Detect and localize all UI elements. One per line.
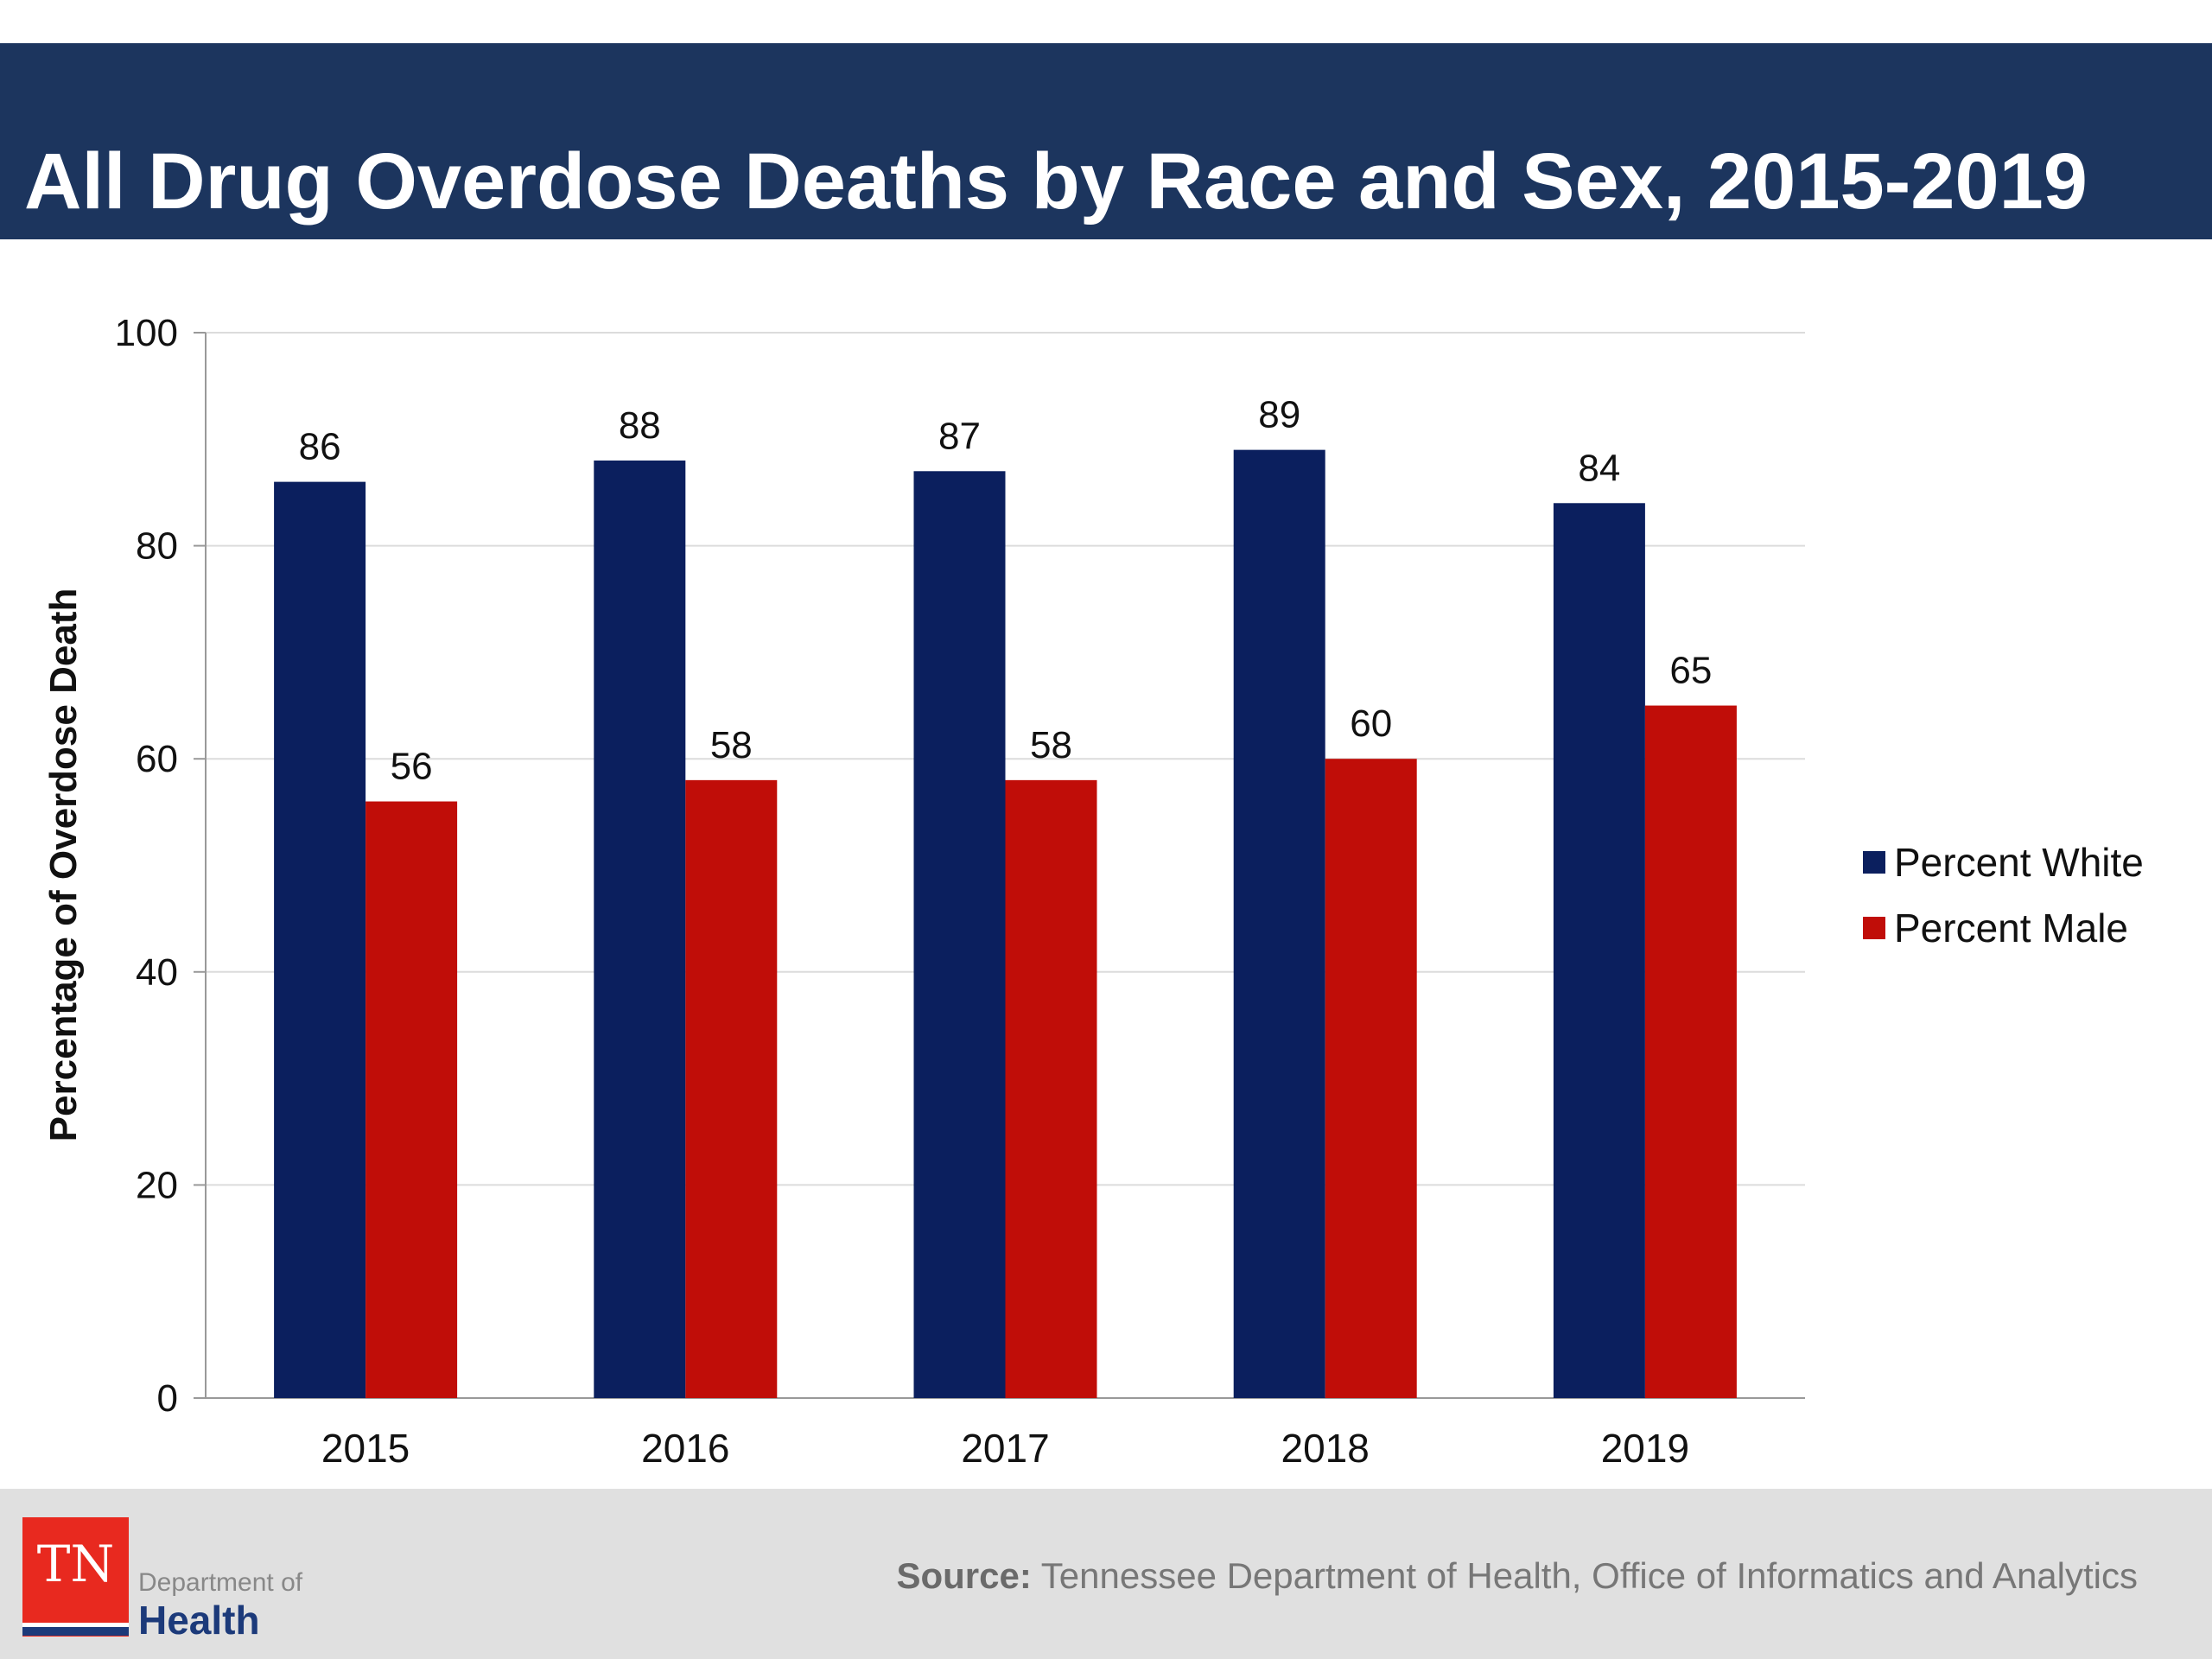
source-label: Source: (896, 1555, 1032, 1596)
legend-label: Percent White (1894, 840, 2144, 885)
logo-mark: TN (36, 1535, 115, 1593)
logo-department-text: Department of (138, 1568, 303, 1597)
data-label: 89 (1258, 394, 1300, 436)
footer (0, 1489, 2212, 1659)
x-tick-label: 2016 (641, 1426, 729, 1471)
x-tick-label: 2018 (1281, 1426, 1370, 1471)
source-text: Tennessee Department of Health, Office o… (1040, 1555, 2138, 1596)
bar-percent-male (1005, 779, 1097, 1398)
page-title: All Drug Overdose Deaths by Race and Sex… (24, 137, 2088, 226)
bar-percent-white (1553, 503, 1645, 1398)
x-tick-label: 2015 (321, 1426, 410, 1471)
logo-health-text: Health (138, 1598, 260, 1643)
data-label: 84 (1578, 447, 1620, 489)
data-label: 88 (619, 404, 661, 447)
bar-percent-white (594, 460, 686, 1399)
logo-stripe (22, 1627, 129, 1636)
data-label: 65 (1669, 650, 1712, 692)
bar-percent-white (913, 471, 1006, 1398)
data-label: 87 (938, 415, 981, 457)
legend-swatch (1863, 917, 1885, 939)
legend-swatch (1863, 851, 1885, 874)
logo-stripe (22, 1623, 129, 1627)
y-tick-label: 0 (157, 1377, 178, 1420)
bar-percent-male (1644, 705, 1737, 1398)
tn-logo (22, 1517, 129, 1637)
bar-chart: 0 20 40 60 80 100 2015 86 56 2016 88 58 2017 87 58 2018… (42, 312, 2144, 1471)
data-label: 58 (710, 724, 753, 766)
bar-percent-white (274, 481, 366, 1398)
bar-percent-male (1325, 759, 1417, 1398)
y-tick-label: 20 (136, 1164, 178, 1206)
source-note: Source: Tennessee Department of Health, … (896, 1555, 2138, 1597)
y-tick-label: 100 (115, 312, 178, 354)
data-label: 86 (299, 426, 341, 468)
x-tick-label: 2019 (1601, 1426, 1689, 1471)
bar-percent-white (1233, 449, 1325, 1398)
legend-label: Percent Male (1894, 906, 2128, 950)
data-label: 58 (1030, 724, 1072, 766)
y-tick-label: 40 (136, 951, 178, 994)
bar-percent-male (685, 779, 778, 1398)
y-tick-label: 60 (136, 738, 178, 780)
title-banner: All Drug Overdose Deaths by Race and Sex… (0, 43, 2212, 239)
y-tick-label: 80 (136, 525, 178, 568)
bar-percent-male (365, 801, 458, 1398)
y-axis-label: Percentage of Overdose Death (42, 588, 85, 1142)
data-label: 56 (391, 746, 433, 788)
x-tick-label: 2017 (961, 1426, 1049, 1471)
data-label: 60 (1350, 702, 1392, 745)
